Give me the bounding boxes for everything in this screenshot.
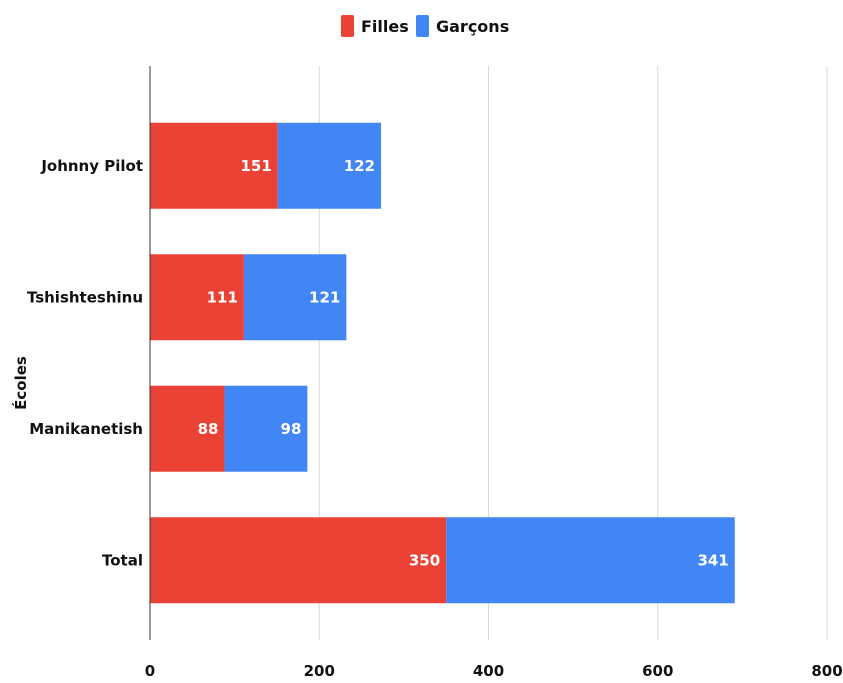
- bar-value-label: 111: [207, 288, 238, 306]
- bar-garons-0: [277, 122, 382, 209]
- category-label: Manikanetish: [29, 420, 143, 438]
- category-label: Johnny Pilot: [40, 157, 143, 175]
- legend: Filles Garçons: [341, 15, 509, 37]
- legend-swatch-1: [416, 15, 429, 37]
- bar-value-label: 121: [309, 288, 340, 306]
- category-label: Total: [102, 551, 143, 569]
- bar-value-label: 341: [697, 551, 728, 569]
- x-tick-label: 200: [304, 662, 335, 680]
- bar-garons-3: [446, 517, 735, 604]
- bar-labels: 151 122 111 121 88 98 350 341: [198, 157, 729, 570]
- bar-garons-1: [243, 254, 347, 341]
- bars: [150, 122, 735, 604]
- x-tick-label: 800: [811, 662, 842, 680]
- bar-value-label: 151: [240, 157, 271, 175]
- legend-label: Garçons: [436, 17, 509, 36]
- y-axis-title: Écoles: [11, 356, 30, 410]
- bar-value-label: 88: [198, 420, 219, 438]
- bar-filles-2: [150, 385, 225, 472]
- category-label: Tshishteshinu: [27, 288, 143, 306]
- x-tick-label: 0: [145, 662, 155, 680]
- legend-label: Filles: [361, 17, 409, 36]
- bar-filles-0: [150, 122, 278, 209]
- bar-garons-2: [224, 385, 308, 472]
- bar-filles-1: [150, 254, 244, 341]
- bar-value-label: 350: [409, 551, 440, 569]
- bar-filles-3: [150, 517, 447, 604]
- legend-swatch-0: [341, 15, 354, 37]
- bar-value-label: 122: [344, 157, 375, 175]
- bar-value-label: 98: [281, 420, 302, 438]
- x-tick-label: 600: [642, 662, 673, 680]
- x-tick-labels: 0 200 400 600 800: [145, 662, 843, 680]
- x-tick-label: 400: [473, 662, 504, 680]
- category-labels: Johnny Pilot Tshishteshinu Manikanetish Tot…: [27, 157, 143, 570]
